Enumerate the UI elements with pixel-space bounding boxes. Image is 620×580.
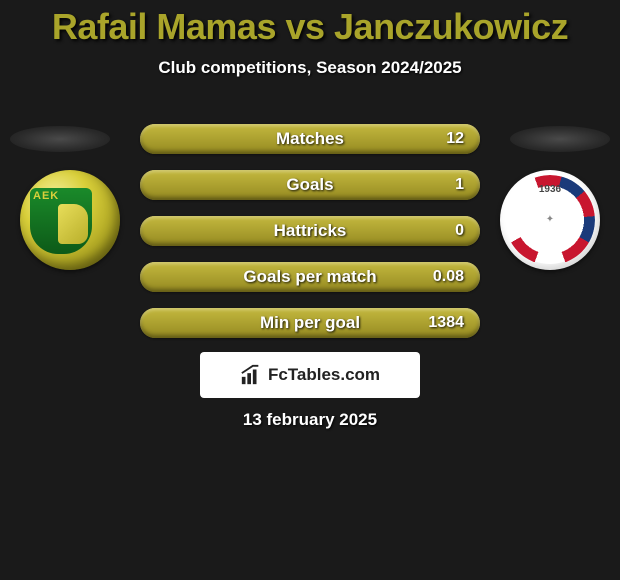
subtitle: Club competitions, Season 2024/2025 bbox=[0, 58, 620, 78]
crest-right-year: 1936 bbox=[539, 184, 561, 195]
footer-brand-box: FcTables.com bbox=[200, 352, 420, 398]
stat-bar-label: Goals bbox=[140, 170, 480, 200]
crest-right-center-icon: ✦ bbox=[546, 215, 554, 225]
crest-left: AEK bbox=[20, 170, 120, 270]
shadow-left bbox=[10, 126, 110, 152]
crest-right: 1936 ✦ bbox=[500, 170, 600, 270]
stat-bar-value: 1 bbox=[455, 170, 464, 200]
stat-bar-label: Hattricks bbox=[140, 216, 480, 246]
stat-bar-value: 1384 bbox=[428, 308, 464, 338]
stat-bar: Matches12 bbox=[140, 124, 480, 154]
shadow-right bbox=[510, 126, 610, 152]
stat-bar-value: 0.08 bbox=[433, 262, 464, 292]
stat-bar-label: Matches bbox=[140, 124, 480, 154]
crest-left-label: AEK bbox=[33, 190, 59, 202]
stat-bar: Goals per match0.08 bbox=[140, 262, 480, 292]
stat-bars: Matches12 Goals1 Hattricks0 Goals per match… bbox=[140, 124, 480, 354]
crest-left-profile-icon bbox=[58, 204, 88, 244]
stat-bar: Hattricks0 bbox=[140, 216, 480, 246]
crest-right-ring: 1936 ✦ bbox=[506, 176, 594, 264]
stat-bar-value: 12 bbox=[446, 124, 464, 154]
stat-bar: Min per goal1384 bbox=[140, 308, 480, 338]
stat-bar-label: Goals per match bbox=[140, 262, 480, 292]
bar-chart-icon bbox=[240, 364, 262, 386]
footer-brand-text: FcTables.com bbox=[268, 365, 380, 385]
stat-bar: Goals1 bbox=[140, 170, 480, 200]
page-title: Rafail Mamas vs Janczukowicz bbox=[0, 0, 620, 48]
stat-bar-value: 0 bbox=[455, 216, 464, 246]
date-text: 13 february 2025 bbox=[0, 410, 620, 430]
